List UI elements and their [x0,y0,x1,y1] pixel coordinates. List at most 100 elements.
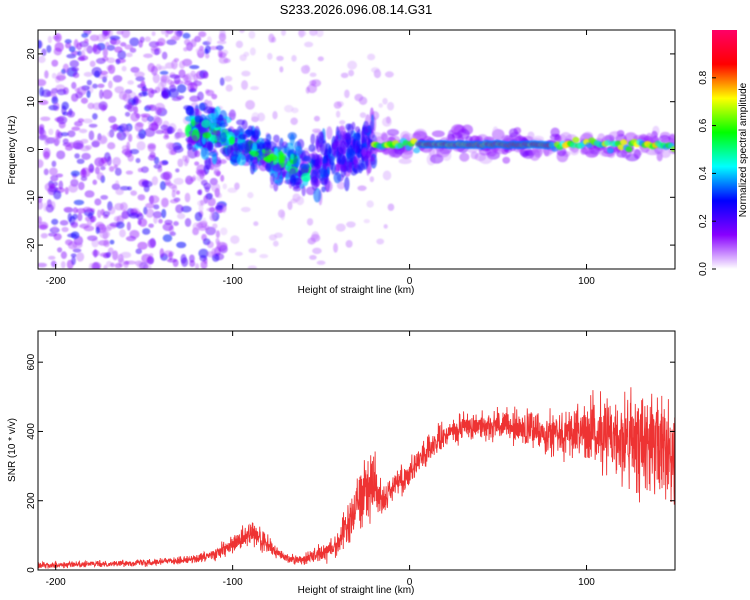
noise-blob [39,224,48,229]
faint-noise-blob [204,224,210,231]
noise-blob [211,182,221,193]
noise-blob [56,88,67,96]
descending-trace-blob [269,172,275,185]
faint-noise-blob [221,205,227,214]
faint-noise-blob [204,183,212,189]
noise-blob [112,156,121,167]
noise-blob [161,51,168,60]
faint-noise-blob [248,30,256,39]
faint-noise-blob [339,120,346,125]
noise-blob [86,45,94,54]
noise-blob [167,79,173,85]
descending-trace-blob [290,153,295,160]
noise-blob [92,113,98,120]
noise-blob [136,141,146,151]
noise-blob [60,251,68,259]
noise-blob [38,40,42,49]
descending-trace-blob [186,106,194,117]
noise-blob [40,232,48,239]
faint-noise-blob [210,206,215,216]
noise-blob [83,71,93,77]
snr-xtick-label: 100 [578,577,595,588]
noise-blob [99,89,104,100]
descending-trace-blob [292,157,299,167]
descending-trace-blob [308,144,316,152]
noise-blob [93,249,98,258]
noise-blob [184,192,191,203]
noise-blob [169,74,181,79]
noise-blob [50,87,58,94]
noise-blob [53,233,62,241]
noise-blob [102,211,111,217]
noise-blob [149,195,160,204]
fluctuating-trace-blob [361,147,367,157]
noise-blob [220,174,225,182]
descending-trace-blob [245,154,254,163]
faint-noise-blob [249,47,256,56]
noise-blob [70,170,80,177]
noise-blob [108,165,115,172]
noise-blob [132,96,139,106]
noise-blob [205,52,210,59]
noise-blob [127,186,132,191]
faint-noise-blob [348,69,355,77]
descending-trace-blob [204,156,212,170]
noise-blob [112,250,119,261]
noise-blob [167,126,175,134]
noise-blob [147,115,154,122]
noise-blob [181,257,189,267]
noise-blob [127,80,135,85]
noise-blob [169,199,179,204]
noise-blob [100,157,108,164]
noise-blob [154,106,162,116]
noise-blob [162,171,173,181]
noise-blob [125,235,137,242]
carrier-halo-blob [451,132,463,139]
descending-trace-blob [191,135,198,143]
faint-noise-blob [383,224,388,229]
noise-blob [68,183,78,193]
descending-trace-blob [249,162,255,175]
noise-blob [138,218,148,227]
noise-blob [72,241,83,249]
carrier-halo-blob [608,131,622,139]
descending-trace-blob [236,154,247,166]
faint-noise-blob [304,41,314,48]
descending-trace-blob [219,132,227,143]
noise-blob [158,218,163,224]
noise-blob [171,189,176,199]
faint-noise-blob [250,85,260,91]
noise-blob [102,47,108,58]
descending-trace-blob [249,150,260,157]
faint-noise-blob [358,96,368,106]
noise-blob [157,81,165,92]
noise-blob [176,95,185,100]
fluctuating-trace-blob [346,140,350,154]
faint-noise-blob [384,71,394,78]
noise-blob [38,78,47,87]
carrier-halo-blob [529,148,541,161]
snr-panel: -200 -100 0 100 0 200 400 600 Height of straigh… [7,330,676,596]
noise-blob [105,41,110,47]
faint-noise-blob [363,219,370,224]
noise-blob [91,66,102,77]
noise-blob [215,45,224,51]
noise-blob [216,40,227,45]
carrier-halo-blob [492,126,499,139]
noise-blob [102,89,113,100]
noise-blob [71,126,81,131]
noise-blob [80,138,89,144]
noise-blob [84,38,89,44]
noise-blob [109,222,121,228]
noise-blob [54,42,64,52]
noise-blob [120,251,132,259]
noise-blob [159,181,166,191]
faint-noise-blob [199,199,205,206]
colorbar: 0.0 0.2 0.4 0.6 0.8 Normalized spectral ampl… [698,30,749,276]
noise-blob [96,172,104,181]
carrier-halo-blob [520,150,529,158]
noise-blob [94,198,102,206]
noise-blob [180,205,192,213]
descending-trace-blob [216,130,221,142]
